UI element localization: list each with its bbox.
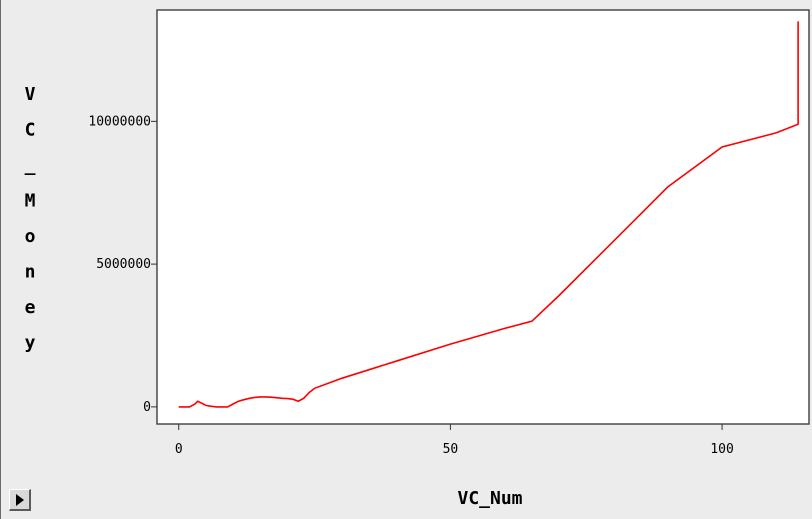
x-axis-title: VC_Num (457, 488, 522, 509)
plot-area (156, 9, 810, 425)
y-axis-title-letter: y (25, 333, 36, 354)
y-axis: 0 5000000 10000000 (88, 114, 157, 415)
y-axis-title-letter: C (25, 120, 36, 141)
y-tick-label: 0 (143, 400, 151, 415)
x-axis: 0 50 100 (175, 424, 734, 457)
x-tick-label: 100 (710, 442, 733, 457)
y-axis-title-letter: V (25, 84, 36, 105)
play-triangle-icon (16, 494, 24, 506)
y-axis-title-letter: M (25, 191, 36, 212)
y-axis-title-letter: _ (25, 155, 36, 176)
window-edge (0, 0, 1, 519)
y-axis-title-letter: o (25, 226, 36, 247)
expand-button[interactable] (9, 489, 31, 511)
y-tick-label: 10000000 (88, 114, 151, 129)
y-axis-title-letter: e (25, 297, 36, 318)
y-axis-title-letter: n (25, 262, 36, 283)
x-tick-label: 0 (175, 442, 183, 457)
y-tick-label: 5000000 (96, 257, 151, 272)
x-tick-label: 50 (443, 442, 459, 457)
series-line (178, 21, 799, 408)
